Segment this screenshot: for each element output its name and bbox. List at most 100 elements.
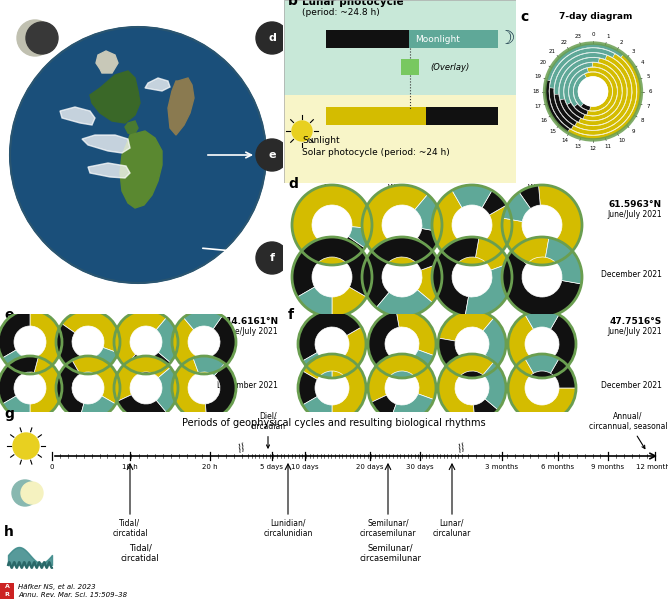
- Text: 2: 2: [620, 40, 623, 44]
- Text: December 2021: December 2021: [601, 270, 662, 279]
- Wedge shape: [390, 394, 434, 422]
- Wedge shape: [438, 354, 494, 422]
- Text: Tidal/
circatidal: Tidal/ circatidal: [121, 543, 159, 562]
- Wedge shape: [525, 354, 559, 373]
- Wedge shape: [303, 397, 332, 422]
- Wedge shape: [544, 80, 570, 132]
- Text: d: d: [268, 33, 276, 43]
- Text: Diel/
circadian: Diel/ circadian: [250, 412, 285, 448]
- Text: //: //: [237, 443, 246, 454]
- Wedge shape: [126, 352, 170, 374]
- Text: 19: 19: [534, 74, 541, 79]
- Wedge shape: [114, 356, 170, 401]
- Polygon shape: [168, 78, 194, 135]
- Wedge shape: [554, 94, 577, 126]
- Wedge shape: [574, 104, 588, 115]
- Wedge shape: [482, 190, 506, 215]
- Wedge shape: [483, 362, 506, 410]
- Wedge shape: [368, 354, 436, 403]
- Wedge shape: [156, 317, 178, 362]
- Text: 13: 13: [574, 144, 582, 149]
- Wedge shape: [550, 359, 576, 388]
- Polygon shape: [125, 121, 138, 135]
- Wedge shape: [303, 352, 332, 378]
- Text: 18: 18: [532, 89, 539, 94]
- Text: 20 days: 20 days: [356, 464, 383, 470]
- Text: 20: 20: [540, 60, 547, 65]
- Text: 47.7516°S: 47.7516°S: [610, 317, 662, 326]
- Bar: [426, 107, 498, 125]
- Text: e: e: [4, 308, 13, 322]
- Text: 30 days: 30 days: [406, 464, 434, 470]
- Wedge shape: [569, 68, 589, 107]
- Wedge shape: [525, 310, 559, 329]
- Text: 7: 7: [647, 104, 650, 109]
- Text: 8: 8: [641, 117, 644, 123]
- Wedge shape: [583, 62, 622, 120]
- Text: 10: 10: [618, 138, 625, 143]
- Wedge shape: [298, 371, 317, 405]
- Text: b: b: [288, 0, 298, 8]
- Text: 10 days: 10 days: [291, 464, 319, 470]
- Text: 61.5963°N: 61.5963°N: [609, 200, 662, 209]
- Polygon shape: [88, 163, 130, 178]
- Wedge shape: [581, 103, 591, 111]
- Text: Moonlight: Moonlight: [415, 35, 460, 44]
- Text: Lunidian/
circalunidian: Lunidian/ circalunidian: [263, 519, 313, 539]
- Text: 21: 21: [549, 49, 556, 54]
- Text: Full
moon: Full moon: [461, 184, 483, 204]
- Text: 9 months: 9 months: [591, 464, 625, 470]
- Text: Waning
moon: Waning moon: [528, 184, 556, 204]
- Text: 3 months: 3 months: [486, 464, 518, 470]
- Circle shape: [256, 242, 288, 274]
- Text: 14: 14: [561, 138, 568, 143]
- Circle shape: [292, 121, 312, 141]
- Text: f: f: [288, 308, 294, 322]
- Wedge shape: [432, 237, 479, 316]
- Wedge shape: [567, 54, 641, 140]
- Wedge shape: [584, 72, 613, 111]
- Text: Waxing
moon: Waxing moon: [388, 184, 416, 204]
- Text: 9: 9: [632, 129, 635, 134]
- Text: 11: 11: [605, 144, 611, 149]
- Wedge shape: [156, 367, 178, 413]
- Bar: [326, 107, 426, 125]
- Text: 12: 12: [589, 146, 597, 151]
- Text: //: //: [457, 443, 467, 454]
- Text: 0: 0: [591, 32, 595, 37]
- Circle shape: [578, 77, 607, 106]
- Wedge shape: [546, 43, 624, 81]
- Text: 3: 3: [632, 49, 635, 54]
- Wedge shape: [0, 356, 38, 404]
- Text: 5: 5: [647, 74, 650, 79]
- Circle shape: [256, 139, 288, 171]
- Text: 7-day diagram: 7-day diagram: [558, 12, 632, 21]
- Wedge shape: [2, 396, 30, 420]
- Wedge shape: [114, 310, 166, 367]
- Bar: [0, 583, 14, 599]
- Wedge shape: [508, 314, 534, 373]
- Text: June/July 2021: June/July 2021: [607, 210, 662, 219]
- Text: 5 days: 5 days: [261, 464, 283, 470]
- Wedge shape: [362, 185, 433, 265]
- Wedge shape: [415, 194, 442, 232]
- Wedge shape: [550, 88, 573, 129]
- Wedge shape: [2, 350, 30, 374]
- Wedge shape: [292, 185, 372, 265]
- Wedge shape: [56, 360, 84, 419]
- Wedge shape: [30, 357, 62, 420]
- Wedge shape: [438, 338, 498, 378]
- Text: December 2021: December 2021: [601, 381, 662, 390]
- Wedge shape: [476, 238, 510, 270]
- Wedge shape: [117, 395, 166, 420]
- Wedge shape: [502, 192, 530, 222]
- Text: Semilunar/
circasemilunar: Semilunar/ circasemilunar: [359, 543, 421, 562]
- Text: Lunar/
circalunar: Lunar/ circalunar: [433, 519, 471, 539]
- Wedge shape: [341, 237, 365, 261]
- Text: c: c: [520, 10, 528, 25]
- Text: 12 months: 12 months: [636, 464, 668, 470]
- Text: Solar photocycle (period: ~24 h): Solar photocycle (period: ~24 h): [302, 148, 450, 157]
- Circle shape: [17, 20, 53, 56]
- Wedge shape: [332, 327, 366, 378]
- Text: 23: 23: [574, 34, 582, 39]
